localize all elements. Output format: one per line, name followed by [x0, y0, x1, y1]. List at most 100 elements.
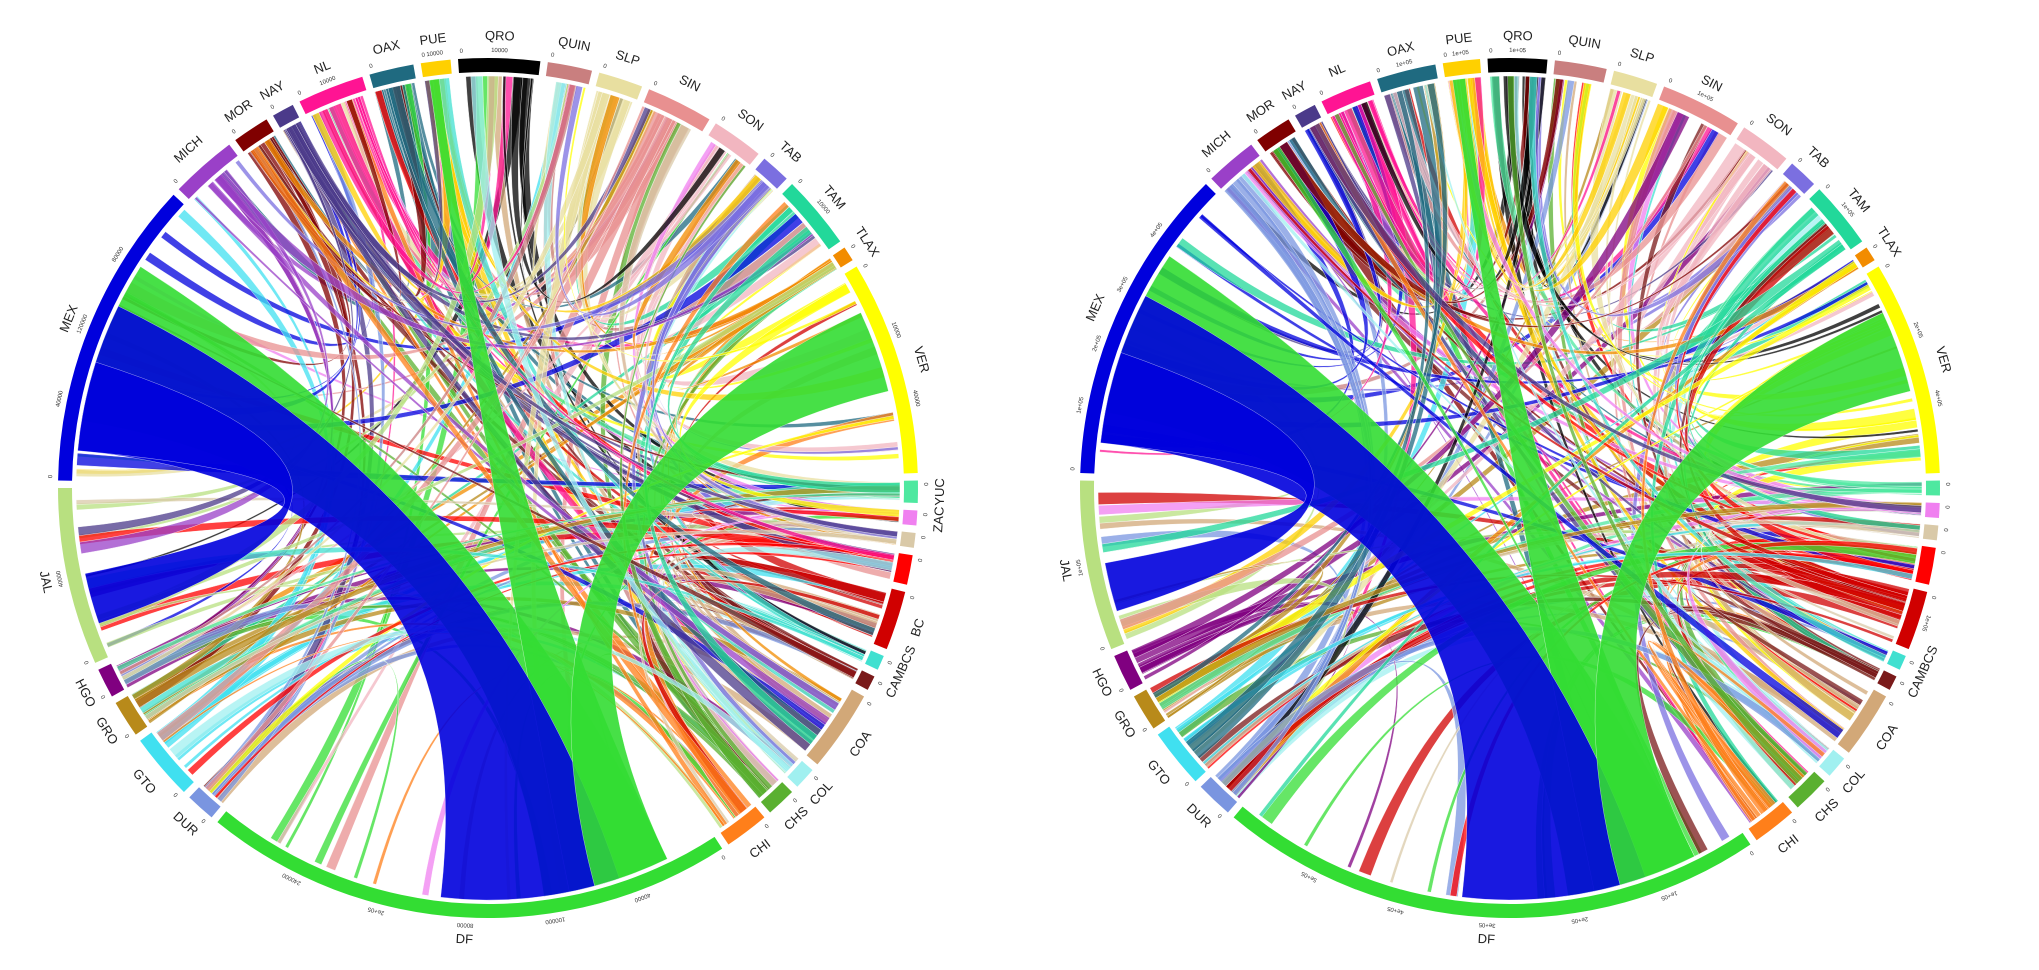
tick-label: 0: [421, 52, 426, 59]
segment-label: TAB: [1805, 143, 1833, 171]
segment-slp: 0 SLP: [1610, 45, 1658, 98]
tick-label: 0: [200, 817, 207, 824]
segment-arc: [1895, 588, 1928, 650]
tick-label: 0: [1668, 78, 1674, 85]
tick-label: 0: [1376, 68, 1382, 75]
segment-arc: [643, 89, 710, 132]
tick-label: 40000: [911, 390, 920, 408]
segment-unlabeled-12: 0: [893, 553, 922, 585]
segment-label: QUIN: [1567, 32, 1602, 52]
tick-label: 0: [719, 853, 726, 860]
tick-label: 0: [1489, 48, 1493, 54]
segment-pue: 0 10000 PUE: [419, 30, 452, 78]
chord-ribbon: [1247, 167, 1908, 603]
tick-label: 0: [124, 732, 131, 739]
segment-arc: [1925, 480, 1941, 496]
segment-arc: [1321, 81, 1375, 115]
tick-label: 80000: [456, 921, 474, 928]
tick-label: 2e+05: [1092, 334, 1103, 353]
segment-arc: [58, 194, 184, 481]
tick-label: 40000: [56, 569, 65, 587]
tick-label: 10000: [491, 48, 508, 54]
segment-label: TLAX: [852, 224, 882, 260]
segment-label: COL: [1839, 766, 1868, 796]
segment-arc: [178, 144, 238, 200]
segment-arc: [782, 183, 841, 250]
tick-label: 0: [769, 152, 776, 159]
segment-oax: 0 OAX: [369, 37, 416, 89]
segment-arc: [1782, 163, 1815, 194]
tick-label: 0: [865, 700, 872, 706]
chord-ribbons: [75, 75, 901, 901]
tick-label: 0: [1253, 128, 1260, 135]
segment-label: GTO: [130, 766, 160, 797]
segment-unlabeled-11: 0: [899, 531, 925, 548]
segment-arc: [420, 59, 452, 78]
tick-label: 0: [1070, 466, 1076, 470]
segment-unlabeled-11: 0: [1922, 524, 1948, 541]
segment-arc: [1442, 59, 1481, 78]
segment-arc: [1233, 806, 1751, 919]
tick-label: 1e+05: [1659, 889, 1677, 901]
segment-arc: [1866, 266, 1940, 474]
segment-bc: 0 BC: [873, 588, 927, 650]
segment-unlabeled-10: 0: [1924, 502, 1950, 518]
segment-arc: [855, 670, 875, 690]
segment-label: DF: [455, 931, 473, 947]
tick-label: 0: [1748, 849, 1755, 856]
segment-arc: [902, 509, 918, 526]
segment-arc: [787, 760, 813, 787]
chord-ribbon: [1651, 633, 1826, 811]
segment-ver: 0 10000 40000 VER: [844, 263, 933, 474]
chord-ribbon: [576, 91, 901, 492]
tick-label: 0: [796, 178, 803, 185]
segment-label: DUR: [170, 809, 201, 839]
segment-arc: [1736, 127, 1787, 170]
segment-arc: [545, 62, 593, 85]
tick-label: 0: [173, 178, 180, 185]
chord-ribbon: [1185, 90, 1430, 753]
tick-label: 2e+05: [1570, 915, 1588, 924]
segment-arc: [140, 732, 194, 793]
segment-label: SLP: [614, 47, 642, 69]
segment-arc: [1157, 726, 1206, 782]
tick-label: 0: [1944, 482, 1950, 486]
tick-label: 0: [459, 49, 463, 55]
segment-arc: [903, 480, 918, 504]
segment-label: CHI: [1775, 831, 1802, 857]
tick-label: 0: [48, 474, 54, 478]
segment-label: YUC: [932, 478, 947, 506]
segment-arc: [369, 64, 416, 89]
segment-label: MICH: [1199, 127, 1234, 160]
segment-arc: [1659, 86, 1738, 136]
segment-label: NAY: [1279, 77, 1309, 103]
segment-label: GTO: [1144, 757, 1173, 788]
segment-arc: [98, 663, 125, 697]
segment-arc: [720, 806, 765, 845]
tick-label: 0: [1887, 700, 1894, 706]
tick-label: 0: [1796, 157, 1803, 164]
chord-ribbon: [1469, 76, 1845, 734]
segment-arc: [1610, 70, 1658, 98]
tick-label: 0: [297, 90, 303, 97]
segment-label: ZAC: [930, 506, 947, 533]
tick-label: 0: [270, 104, 276, 111]
chord-ribbon: [118, 83, 578, 676]
tick-label: 0: [369, 63, 374, 70]
segment-arc: [1080, 183, 1216, 474]
segment-arc: [595, 72, 643, 100]
tick-label: 0: [231, 128, 238, 135]
tick-label: 0: [875, 680, 882, 686]
segment-arc: [1295, 104, 1322, 128]
segment-arc: [865, 650, 884, 670]
segment-arc: [235, 119, 274, 152]
chord-ribbon: [1198, 213, 1844, 739]
tick-label: 0: [885, 660, 892, 666]
chord-ribbon: [116, 492, 901, 672]
segment-unlabeled-9: 0: [1925, 480, 1950, 496]
